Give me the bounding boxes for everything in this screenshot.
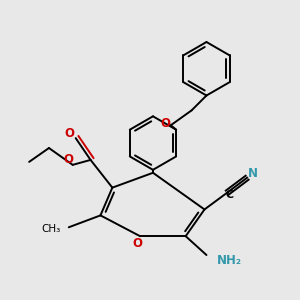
Text: N: N: [248, 167, 258, 180]
Text: O: O: [65, 127, 75, 140]
Text: CH₃: CH₃: [42, 224, 61, 234]
Text: O: O: [132, 237, 142, 250]
Text: C: C: [225, 190, 233, 200]
Text: O: O: [161, 117, 171, 130]
Text: O: O: [64, 153, 74, 167]
Text: NH₂: NH₂: [216, 254, 242, 268]
